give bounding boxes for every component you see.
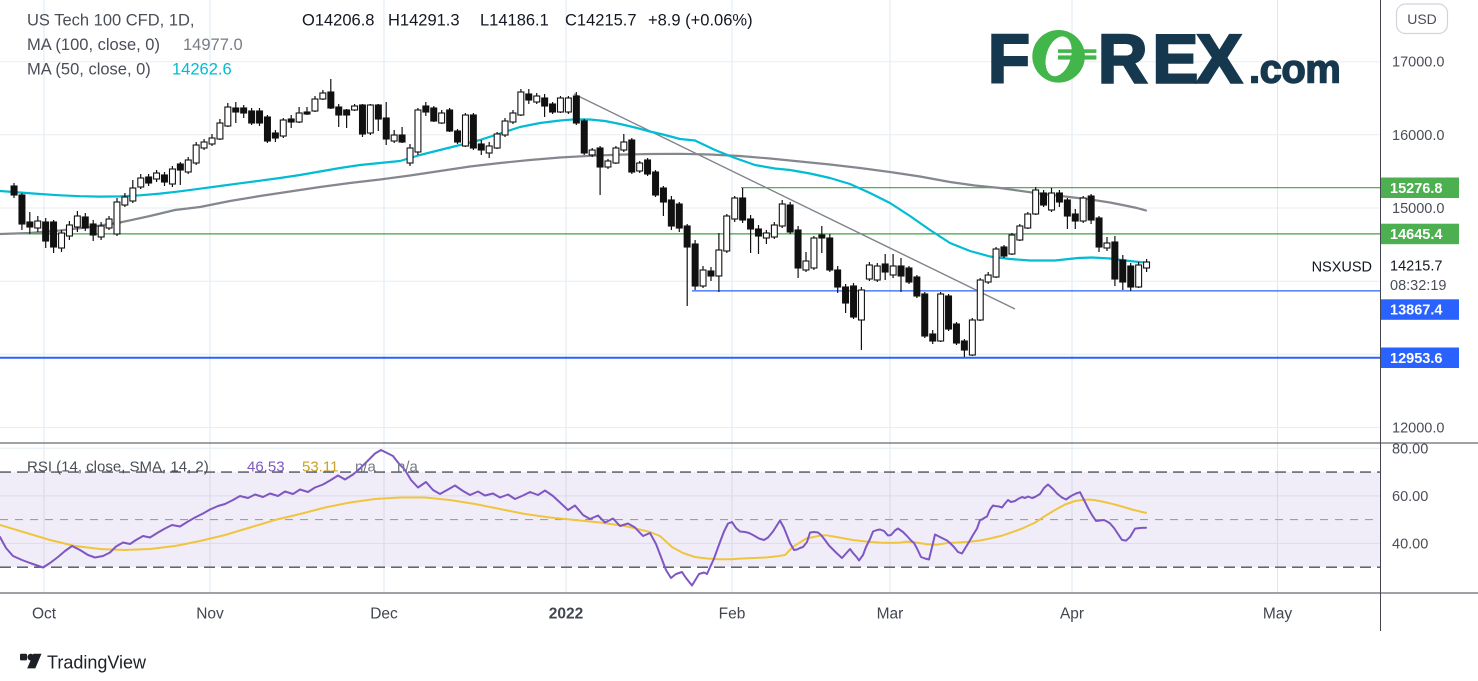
svg-text:08:32:19: 08:32:19 — [1390, 278, 1446, 294]
svg-text:16000.0: 16000.0 — [1392, 128, 1444, 144]
svg-text:2022: 2022 — [549, 606, 583, 623]
svg-text:TradingView: TradingView — [47, 652, 147, 672]
svg-text:15276.8: 15276.8 — [1390, 181, 1442, 197]
svg-text:13867.4: 13867.4 — [1390, 303, 1442, 319]
svg-text:RSI (14, close, SMA, 14, 2): RSI (14, close, SMA, 14, 2) — [27, 459, 209, 476]
svg-text:n/a: n/a — [397, 459, 419, 476]
svg-text:15000.0: 15000.0 — [1392, 201, 1444, 217]
svg-text:53.11: 53.11 — [302, 459, 338, 476]
svg-text:H14291.3: H14291.3 — [388, 12, 460, 30]
svg-text:F: F — [988, 21, 1030, 98]
svg-text:n/a: n/a — [355, 459, 377, 476]
svg-text:US Tech 100 CFD, 1D,: US Tech 100 CFD, 1D, — [27, 12, 195, 30]
svg-text:80.00: 80.00 — [1392, 441, 1428, 457]
svg-text:E: E — [1153, 21, 1199, 98]
svg-text:R: R — [1098, 21, 1147, 98]
svg-text:O14206.8: O14206.8 — [302, 12, 374, 30]
svg-text:40.00: 40.00 — [1392, 536, 1428, 552]
svg-text:Nov: Nov — [196, 606, 224, 623]
svg-text:MA (50, close, 0): MA (50, close, 0) — [27, 60, 151, 78]
svg-text:Mar: Mar — [877, 606, 904, 623]
svg-text:Oct: Oct — [32, 606, 57, 623]
svg-text:Dec: Dec — [370, 606, 398, 623]
svg-text:MA (100, close, 0): MA (100, close, 0) — [27, 36, 160, 54]
svg-text:12000.0: 12000.0 — [1392, 421, 1444, 437]
svg-text:Apr: Apr — [1060, 606, 1084, 623]
svg-text:.com: .com — [1249, 48, 1340, 92]
svg-text:14645.4: 14645.4 — [1390, 227, 1442, 243]
svg-text:USD: USD — [1407, 11, 1437, 27]
svg-text:+8.9 (+0.06%): +8.9 (+0.06%) — [648, 12, 753, 30]
svg-text:C14215.7: C14215.7 — [565, 12, 637, 30]
svg-text:Feb: Feb — [719, 606, 746, 623]
svg-text:May: May — [1263, 606, 1293, 623]
svg-text:14262.6: 14262.6 — [172, 60, 232, 78]
svg-text:12953.6: 12953.6 — [1390, 351, 1442, 367]
svg-text:L14186.1: L14186.1 — [480, 12, 549, 30]
svg-text:46.53: 46.53 — [247, 459, 285, 476]
svg-text:14977.0: 14977.0 — [183, 36, 243, 54]
svg-text:14215.7: 14215.7 — [1390, 259, 1442, 275]
svg-text:17000.0: 17000.0 — [1392, 55, 1444, 71]
svg-text:60.00: 60.00 — [1392, 489, 1428, 505]
svg-text:X: X — [1197, 21, 1243, 98]
svg-text:NSXUSD: NSXUSD — [1312, 260, 1372, 276]
